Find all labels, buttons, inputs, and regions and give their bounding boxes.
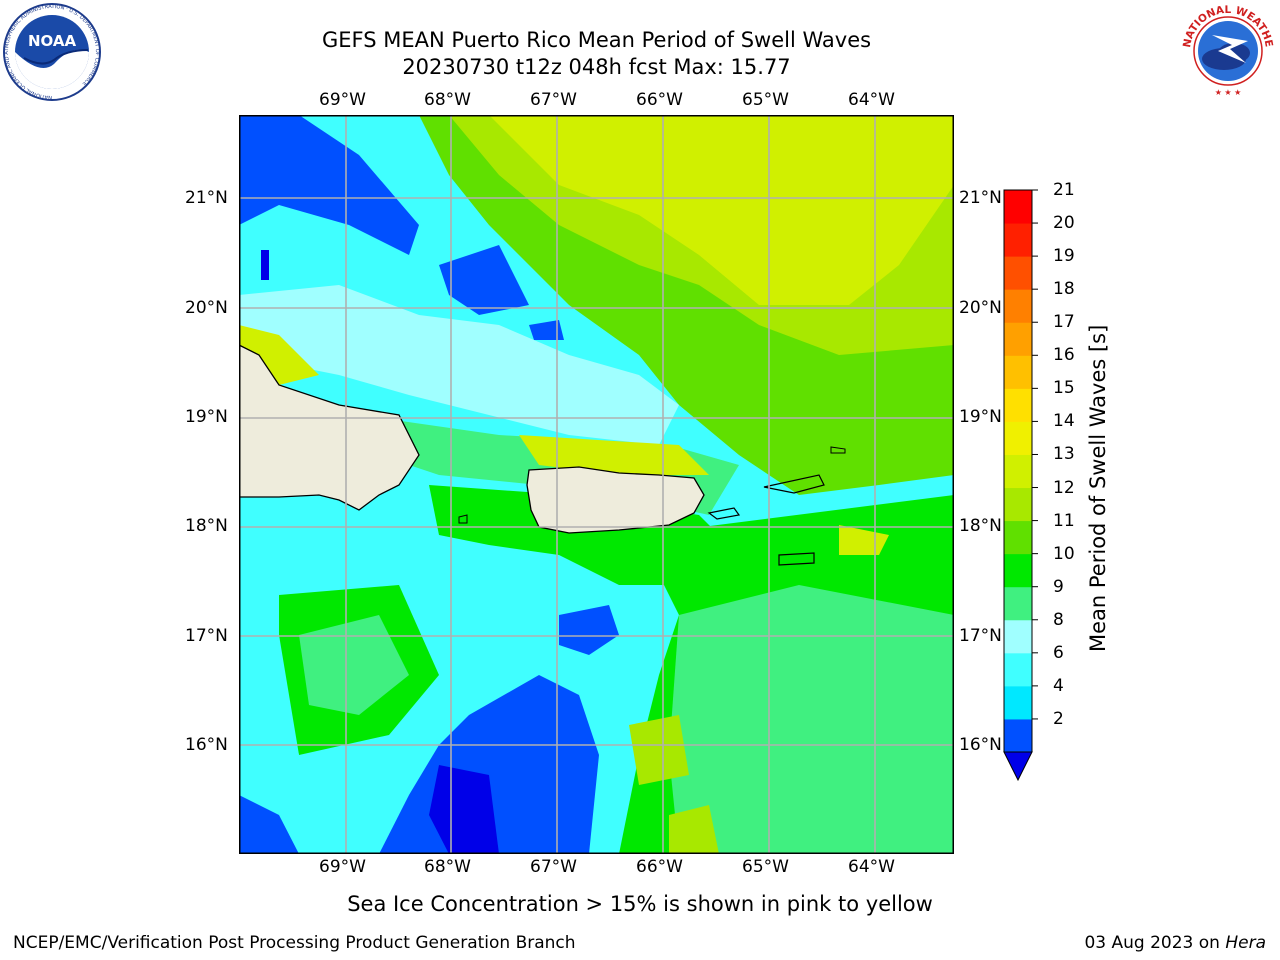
noaa-logo-text: NOAA bbox=[28, 32, 77, 50]
lat-tick-left: 19°N bbox=[185, 407, 228, 427]
footer-date: 03 Aug 2023 on Hera bbox=[1084, 932, 1266, 954]
colorbar-segment bbox=[1004, 322, 1032, 356]
lat-tick-left: 16°N bbox=[185, 735, 228, 755]
colorbar-title: Mean Period of Swell Waves [s] bbox=[1086, 324, 1110, 652]
colorbar-tick-label: 2 bbox=[1053, 708, 1064, 729]
noaa-logo: NOAA NATIONAL OCEANIC AND ATMOSPHERIC AD… bbox=[3, 3, 101, 101]
colorbar-segment bbox=[1004, 190, 1032, 224]
lon-tick-bottom: 66°W bbox=[636, 857, 683, 877]
lon-tick-top: 69°W bbox=[319, 90, 366, 110]
colorbar-tick-label: 12 bbox=[1053, 477, 1075, 498]
sea-ice-note: Sea Ice Concentration > 15% is shown in … bbox=[347, 892, 933, 916]
lon-tick-top: 64°W bbox=[848, 90, 895, 110]
map-title: GEFS MEAN Puerto Rico Mean Period of Swe… bbox=[321, 28, 872, 52]
colorbar-tick-label: 16 bbox=[1053, 345, 1075, 366]
lat-tick-right: 21°N bbox=[959, 188, 1002, 208]
colorbar-tick-label: 19 bbox=[1053, 246, 1075, 267]
lon-tick-bottom: 69°W bbox=[319, 857, 366, 877]
swell-period-map bbox=[239, 115, 954, 854]
lon-tick-top: 67°W bbox=[530, 90, 577, 110]
colorbar-segment bbox=[1004, 685, 1032, 720]
colorbar-tick-label: 9 bbox=[1053, 576, 1064, 597]
lon-tick-bottom: 68°W bbox=[424, 857, 471, 877]
colorbar-tick-label: 13 bbox=[1053, 444, 1075, 465]
colorbar-segment bbox=[1004, 520, 1032, 555]
colorbar-tick-label: 10 bbox=[1053, 543, 1075, 564]
lat-tick-left: 21°N bbox=[185, 188, 228, 208]
lon-tick-bottom: 65°W bbox=[742, 857, 789, 877]
footer-machine: Hera bbox=[1225, 933, 1266, 953]
lat-tick-left: 17°N bbox=[185, 626, 228, 646]
colorbar-segment bbox=[1004, 454, 1032, 489]
lat-tick-right: 19°N bbox=[959, 407, 1002, 427]
colorbar-segment bbox=[1004, 586, 1032, 621]
nws-stars-icon: ★ ★ ★ bbox=[1215, 88, 1242, 97]
colorbar-tick-label: 21 bbox=[1053, 180, 1075, 200]
lat-tick-right: 20°N bbox=[959, 298, 1002, 318]
lat-tick-left: 20°N bbox=[185, 298, 228, 318]
colorbar-tick-label: 4 bbox=[1053, 675, 1064, 696]
colorbar-segment bbox=[1004, 355, 1032, 389]
colorbar-segment bbox=[1004, 256, 1032, 290]
map-subtitle: 20230730 t12z 048h fcst Max: 15.77 bbox=[402, 55, 791, 79]
colorbar-segment bbox=[1004, 289, 1032, 323]
lat-tick-left: 18°N bbox=[185, 516, 228, 536]
footer-branch: NCEP/EMC/Verification Post Processing Pr… bbox=[13, 933, 576, 953]
colorbar-tick-label: 15 bbox=[1053, 378, 1075, 399]
lon-tick-top: 66°W bbox=[636, 90, 683, 110]
lat-tick-right: 17°N bbox=[959, 626, 1002, 646]
colorbar-tick-label: 11 bbox=[1053, 510, 1075, 531]
lon-tick-top: 65°W bbox=[742, 90, 789, 110]
colorbar-tick-label: 18 bbox=[1053, 279, 1075, 300]
colorbar-segment bbox=[1004, 652, 1032, 687]
lat-tick-right: 18°N bbox=[959, 516, 1002, 536]
colorbar-tick-label: 8 bbox=[1053, 609, 1064, 630]
colorbar-segment bbox=[1004, 223, 1032, 257]
colorbar-tick-label: 6 bbox=[1053, 642, 1064, 663]
lon-tick-bottom: 67°W bbox=[530, 857, 577, 877]
colorbar bbox=[1003, 189, 1038, 782]
colorbar-tick-label: 20 bbox=[1053, 213, 1075, 234]
lon-tick-top: 68°W bbox=[424, 90, 471, 110]
colorbar-tick-label: 17 bbox=[1053, 312, 1075, 333]
footer-date-text: 03 Aug 2023 on bbox=[1084, 933, 1226, 953]
colorbar-segment bbox=[1004, 487, 1032, 522]
colorbar-segment bbox=[1004, 718, 1032, 753]
lon-tick-bottom: 64°W bbox=[848, 857, 895, 877]
colorbar-segment bbox=[1004, 388, 1032, 422]
colorbar-segment bbox=[1004, 553, 1032, 588]
lat-tick-right: 16°N bbox=[959, 735, 1002, 755]
nws-logo: NATIONAL WEATHER SERVICE ★ ★ ★ bbox=[1178, 1, 1276, 99]
colorbar-segment bbox=[1004, 619, 1032, 654]
colorbar-tick-label: 14 bbox=[1053, 411, 1075, 432]
colorbar-segment bbox=[1004, 421, 1032, 455]
